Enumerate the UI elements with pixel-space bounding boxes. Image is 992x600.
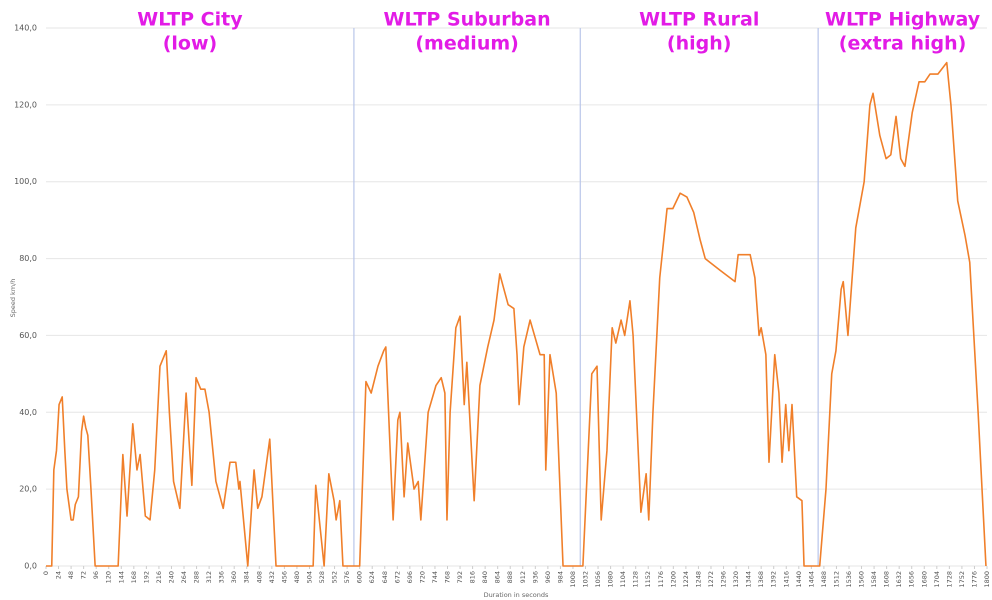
x-tick-label: 408 (255, 571, 263, 583)
x-axis-label: Duration in seconds (484, 591, 549, 599)
speed-line (46, 61, 987, 567)
x-tick-label: 1440 (795, 571, 803, 588)
x-tick-label: 456 (280, 571, 288, 583)
x-tick-label: 912 (519, 571, 527, 583)
x-tick-label: 624 (368, 571, 376, 583)
x-tick-label: 1560 (858, 571, 866, 588)
x-tick-label: 1536 (845, 571, 853, 588)
phase-level: (high) (667, 33, 732, 55)
y-tick-label: 100,0 (14, 177, 37, 186)
x-tick-label: 1512 (832, 571, 840, 588)
y-tick-label: 60,0 (19, 331, 37, 340)
x-tick-label: 1608 (883, 571, 891, 588)
x-tick-label: 312 (205, 571, 213, 583)
x-tick-label: 552 (331, 571, 339, 583)
x-tick-label: 1656 (908, 571, 916, 588)
x-tick-label: 1584 (870, 571, 878, 588)
x-tick-label: 792 (456, 571, 464, 583)
x-tick-label: 1704 (933, 571, 941, 588)
phase-name: WLTP Suburban (384, 9, 551, 31)
x-tick-label: 1224 (682, 571, 690, 588)
x-tick-label: 1392 (770, 571, 778, 588)
x-tick-label: 768 (443, 571, 451, 583)
x-tick-label: 216 (155, 571, 163, 583)
x-tick-label: 576 (343, 571, 351, 583)
x-tick-label: 360 (230, 571, 238, 583)
x-tick-label: 1296 (720, 571, 728, 588)
x-tick-label: 672 (393, 571, 401, 583)
x-tick-label: 1368 (757, 571, 765, 588)
x-tick-label: 840 (481, 571, 489, 583)
x-tick-label: 72 (80, 571, 88, 579)
x-tick-label: 0 (42, 571, 50, 575)
y-tick-label: 20,0 (19, 485, 37, 494)
x-tick-label: 432 (268, 571, 276, 583)
phase-level: (extra high) (839, 33, 967, 55)
y-tick-label: 0,0 (24, 562, 37, 571)
x-tick-label: 120 (105, 571, 113, 583)
x-tick-label: 48 (67, 571, 75, 579)
x-tick-label: 192 (142, 571, 150, 583)
x-tick-label: 1800 (983, 571, 991, 588)
x-tick-label: 1320 (732, 571, 740, 588)
x-tick-label: 696 (406, 571, 414, 583)
x-tick-label: 1728 (945, 571, 953, 588)
x-tick-label: 96 (92, 571, 100, 579)
x-tick-label: 744 (431, 571, 439, 583)
x-tick-label: 1152 (644, 571, 652, 588)
x-tick-label: 984 (556, 571, 564, 583)
phase-name: WLTP Highway (825, 9, 981, 31)
x-tick-label: 1080 (607, 571, 615, 588)
x-tick-label: 1200 (669, 571, 677, 588)
x-tick-label: 1272 (707, 571, 715, 588)
x-tick-label: 480 (293, 571, 301, 583)
x-tick-label: 600 (356, 571, 364, 583)
x-tick-label: 144 (117, 571, 125, 583)
x-tick-label: 264 (180, 571, 188, 583)
x-tick-label: 528 (318, 571, 326, 583)
x-tick-label: 1104 (619, 571, 627, 588)
x-tick-label: 1008 (569, 571, 577, 588)
phase-level: (low) (163, 33, 218, 55)
x-tick-label: 1632 (895, 571, 903, 588)
x-tick-label: 504 (305, 571, 313, 583)
x-tick-label: 1488 (820, 571, 828, 588)
x-tick-label: 720 (418, 571, 426, 583)
x-tick-label: 168 (130, 571, 138, 583)
x-tick-label: 288 (193, 571, 201, 583)
phase-level: (medium) (415, 33, 519, 55)
x-tick-label: 1344 (745, 571, 753, 588)
x-tick-label: 1128 (632, 571, 640, 588)
x-tick-label: 1752 (958, 571, 966, 588)
x-tick-label: 384 (243, 571, 251, 583)
x-tick-label: 1464 (807, 571, 815, 588)
y-tick-label: 80,0 (19, 254, 37, 263)
x-tick-label: 960 (544, 571, 552, 583)
y-tick-label: 140,0 (14, 24, 37, 33)
y-axis-label: Speed km/h (9, 279, 17, 318)
x-tick-label: 1416 (782, 571, 790, 588)
x-tick-label: 864 (494, 571, 502, 583)
x-tick-label: 1680 (920, 571, 928, 588)
x-tick-label: 816 (469, 571, 477, 583)
x-tick-label: 1776 (970, 571, 978, 588)
x-tick-label: 24 (55, 571, 63, 579)
x-tick-label: 1032 (582, 571, 590, 588)
x-tick-label: 936 (531, 571, 539, 583)
x-tick-label: 1056 (594, 571, 602, 588)
y-tick-label: 120,0 (14, 100, 37, 109)
x-tick-label: 1176 (657, 571, 665, 588)
x-tick-label: 336 (218, 571, 226, 583)
phase-name: WLTP Rural (639, 9, 759, 31)
y-tick-label: 40,0 (19, 408, 37, 417)
x-tick-label: 240 (167, 571, 175, 583)
x-tick-label: 1248 (694, 571, 702, 588)
phase-name: WLTP City (137, 9, 243, 31)
x-tick-label: 888 (506, 571, 514, 583)
x-tick-label: 648 (381, 571, 389, 583)
